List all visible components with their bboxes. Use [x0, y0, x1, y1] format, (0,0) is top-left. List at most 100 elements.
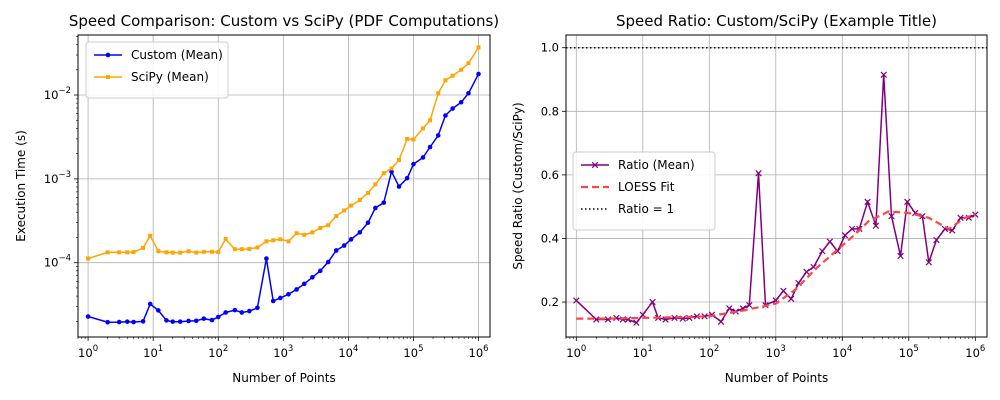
data-point	[476, 71, 481, 77]
data-point	[156, 249, 161, 254]
data-point	[209, 317, 215, 323]
data-point	[373, 182, 378, 187]
data-point	[301, 281, 307, 287]
y-axis-label: Speed Ratio (Custom/SciPy)	[511, 102, 525, 269]
data-point	[925, 259, 933, 266]
y-tick-label: 10−3	[44, 170, 71, 186]
data-point	[459, 67, 464, 72]
y-tick-exponent: −4	[58, 254, 71, 264]
data-point	[897, 252, 904, 260]
data-point	[420, 155, 426, 160]
x-tick-base: 10	[766, 346, 781, 360]
legend-box	[85, 41, 229, 99]
data-point	[381, 171, 386, 176]
data-point	[428, 118, 433, 123]
data-point	[255, 245, 260, 250]
data-point	[411, 137, 416, 142]
x-tick-base: 10	[832, 346, 847, 360]
x-tick-exponent: 1	[158, 344, 163, 354]
legend-marker	[106, 75, 110, 79]
x-tick-label: 103	[273, 344, 293, 360]
data-point	[420, 126, 425, 131]
data-point	[957, 214, 964, 222]
x-tick-label: 104	[338, 344, 358, 360]
x-tick-exponent: 5	[913, 344, 918, 354]
data-point	[819, 247, 826, 255]
data-point	[633, 319, 640, 326]
x-tick-label: 100	[566, 344, 586, 360]
data-point	[201, 316, 207, 321]
data-point	[397, 157, 402, 162]
data-point	[170, 250, 175, 255]
data-point	[232, 247, 237, 252]
data-point	[342, 208, 347, 213]
x-tick-exponent: 2	[223, 344, 228, 354]
data-point	[365, 220, 371, 226]
y-tick-label: 10−2	[44, 86, 71, 102]
data-point	[405, 136, 410, 141]
plot-frame	[77, 34, 491, 338]
data-point	[131, 319, 136, 325]
series-scipy-mean	[86, 45, 481, 261]
data-point	[164, 318, 169, 323]
x-tick-base: 10	[143, 346, 158, 360]
x-tick-base: 10	[899, 346, 914, 360]
data-point	[436, 91, 441, 96]
data-point	[302, 232, 307, 237]
x-tick-exponent: 0	[581, 344, 586, 354]
x-tick-exponent: 4	[353, 344, 358, 354]
data-point	[348, 237, 354, 242]
data-point	[264, 239, 269, 244]
x-tick-exponent: 6	[980, 344, 985, 354]
data-point	[255, 305, 260, 311]
data-point	[755, 170, 762, 177]
data-point	[170, 319, 176, 324]
data-point	[466, 61, 471, 66]
data-point	[404, 175, 410, 181]
data-point	[701, 313, 708, 320]
x-tick-label: 103	[766, 344, 786, 360]
x-tick-label: 101	[143, 344, 163, 360]
data-point	[286, 291, 291, 297]
fit-line	[576, 210, 976, 320]
y-tick-label: 1.0	[541, 41, 559, 55]
legend-marker	[591, 161, 599, 169]
data-point	[341, 243, 347, 248]
data-point	[125, 250, 130, 255]
data-point	[435, 133, 441, 138]
data-point	[880, 71, 887, 78]
y-tick-label: 0.4	[541, 231, 559, 245]
data-point	[223, 310, 228, 315]
data-point	[466, 90, 471, 96]
x-tick-label: 105	[403, 344, 423, 360]
x-axis-label: Number of Points	[232, 371, 335, 385]
x-tick-exponent: 2	[714, 344, 719, 354]
data-point	[140, 319, 146, 324]
data-point	[156, 308, 161, 313]
data-point	[396, 184, 402, 189]
data-point	[904, 198, 911, 206]
data-point	[717, 318, 725, 325]
data-point	[239, 247, 244, 252]
x-tick-label: 104	[832, 344, 852, 360]
data-point	[105, 250, 110, 255]
data-point	[443, 78, 448, 83]
data-point	[841, 232, 849, 239]
data-point	[193, 318, 199, 324]
data-point	[365, 190, 370, 195]
data-point	[933, 236, 940, 244]
data-point	[787, 295, 795, 303]
data-point	[381, 200, 387, 205]
data-point	[310, 274, 315, 280]
legend-box	[572, 151, 716, 231]
data-point	[246, 308, 252, 314]
data-point	[148, 233, 153, 238]
data-point	[147, 301, 153, 307]
data-point	[232, 307, 238, 313]
data-point	[373, 205, 378, 211]
data-point	[201, 249, 206, 254]
x-tick-exponent: 3	[780, 344, 785, 354]
x-tick-label: 102	[699, 344, 719, 360]
data-point	[216, 250, 221, 255]
